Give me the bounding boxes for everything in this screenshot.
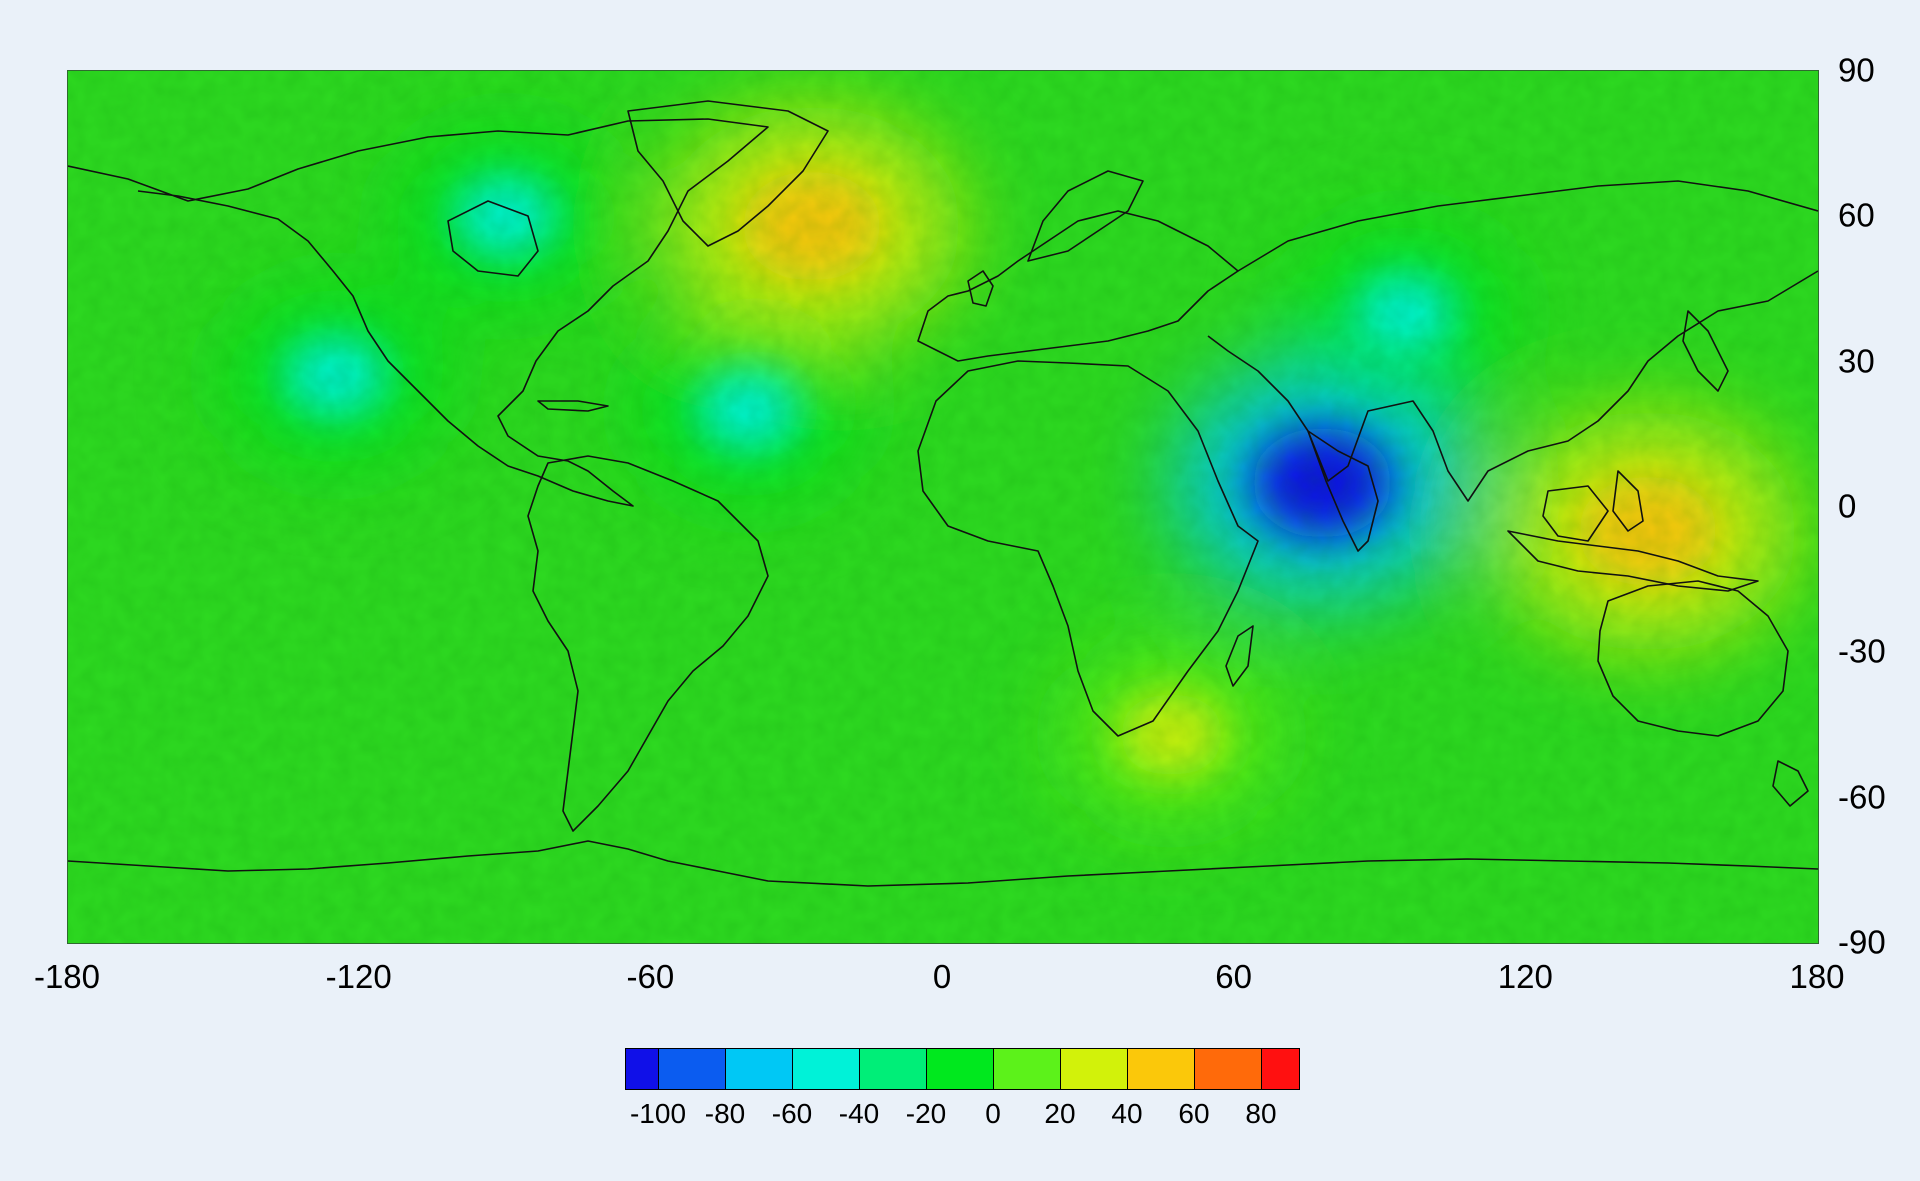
colorbar-swatch — [994, 1049, 1061, 1089]
colorbar-swatch — [726, 1049, 793, 1089]
colorbar-swatch — [1195, 1049, 1262, 1089]
coast-hudson-bay — [447, 200, 539, 277]
lon-tick-label: 60 — [1215, 958, 1253, 995]
coast-scandinavia — [1027, 170, 1144, 262]
colorbar-label: 20 — [1044, 1098, 1076, 1129]
coast-caribbean — [537, 400, 609, 412]
colorbar-label: -40 — [838, 1098, 880, 1129]
lat-tick-label: 30 — [1838, 342, 1875, 380]
colorbar-label: -80 — [704, 1098, 746, 1129]
colorbar-label: 0 — [985, 1098, 1001, 1129]
colorbar-swatch — [927, 1049, 994, 1089]
lon-tick-label: 120 — [1497, 958, 1553, 995]
map-texture — [68, 71, 1818, 943]
lat-tick-label: -60 — [1838, 778, 1886, 816]
coast-europe — [917, 210, 1239, 362]
colorbar-label: 40 — [1111, 1098, 1143, 1129]
coast-philippines — [1612, 470, 1644, 532]
colorbar-label: 80 — [1245, 1098, 1277, 1129]
coast-new-zealand — [1772, 760, 1809, 807]
lon-tick-label: -120 — [325, 958, 392, 995]
coast-japan — [1682, 310, 1729, 392]
colorbar — [625, 1048, 1300, 1090]
colorbar-swatch — [1262, 1049, 1299, 1089]
coast-india — [1307, 430, 1379, 552]
lon-tick-label: -60 — [626, 958, 675, 995]
coast-australia — [1597, 580, 1789, 737]
coast-indonesia — [1507, 530, 1759, 592]
coast-africa — [917, 360, 1259, 737]
colorbar-swatch — [793, 1049, 860, 1089]
colorbar-swatch — [659, 1049, 726, 1089]
lat-tick-label: 90 — [1838, 51, 1875, 89]
coast-borneo — [1542, 485, 1609, 542]
coast-south-america — [527, 455, 769, 832]
coast-greenland — [627, 100, 829, 247]
colorbar-label: -100 — [629, 1098, 687, 1129]
colorbar-label: -60 — [771, 1098, 813, 1129]
colorbar-label: 60 — [1178, 1098, 1210, 1129]
coast-north-america — [68, 118, 769, 507]
coast-madagascar — [1225, 625, 1254, 687]
lat-tick-label: 60 — [1838, 196, 1875, 234]
coast-antarctica — [68, 840, 1818, 887]
coast-british-isles — [967, 270, 994, 307]
colorbar-swatch — [1061, 1049, 1128, 1089]
lat-tick-label: -30 — [1838, 632, 1886, 670]
lon-tick-label: 180 — [1789, 958, 1845, 995]
lon-tick-label: 0 — [932, 958, 952, 995]
lon-tick-label: -180 — [33, 958, 101, 995]
map-canvas — [68, 71, 1818, 943]
coast-asia — [1207, 180, 1818, 502]
colorbar-swatch — [860, 1049, 927, 1089]
lat-tick-label: -90 — [1838, 923, 1886, 961]
colorbar-swatch — [1128, 1049, 1195, 1089]
lat-tick-label: 0 — [1838, 487, 1857, 525]
gravity-anomaly-map — [67, 70, 1819, 944]
colorbar-label: -20 — [905, 1098, 947, 1129]
coastlines — [68, 100, 1818, 887]
colorbar-swatch — [626, 1049, 659, 1089]
